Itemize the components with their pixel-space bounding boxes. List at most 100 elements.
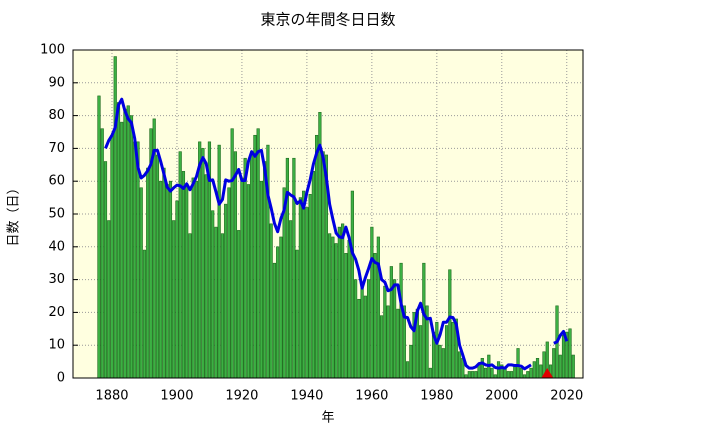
bar: [253, 134, 257, 379]
y-tick-label: 10: [48, 338, 65, 353]
x-tick-label: 1880: [95, 389, 128, 404]
bar: [535, 358, 540, 379]
bar: [532, 361, 536, 379]
y-tick-label: 30: [48, 272, 65, 287]
bar: [243, 157, 247, 379]
bar: [100, 128, 104, 379]
bar: [136, 141, 140, 379]
bar: [552, 348, 556, 379]
bar: [558, 354, 562, 379]
bar: [172, 220, 176, 379]
bar: [370, 226, 374, 379]
bar: [107, 220, 111, 379]
bar: [292, 157, 296, 379]
bar: [483, 367, 488, 379]
y-tick-label: 100: [40, 43, 65, 58]
bar: [367, 279, 371, 379]
bar: [123, 108, 127, 379]
bar: [405, 361, 410, 379]
bar: [276, 246, 280, 379]
bar: [490, 367, 494, 379]
bar: [129, 115, 134, 379]
bar: [142, 249, 147, 379]
bar: [337, 226, 341, 379]
bar: [191, 177, 195, 379]
bar: [272, 262, 277, 379]
bar: [457, 351, 462, 379]
bar: [279, 236, 283, 379]
bar: [438, 344, 442, 379]
bar: [146, 167, 150, 379]
bar: [165, 184, 169, 379]
bar: [435, 321, 439, 379]
y-tick-label: 40: [48, 239, 65, 254]
bar: [289, 220, 293, 379]
bar: [185, 184, 189, 379]
bar: [509, 371, 514, 379]
bar: [441, 348, 445, 379]
bar: [194, 180, 199, 379]
bar: [259, 180, 264, 379]
bar: [110, 134, 114, 379]
bar: [529, 367, 533, 379]
bar: [302, 190, 306, 379]
bar: [392, 279, 397, 379]
bar: [428, 367, 432, 379]
bar: [315, 134, 319, 379]
bar: [389, 266, 393, 379]
bar: [168, 180, 173, 379]
bar: [250, 151, 254, 379]
bar: [350, 190, 354, 379]
bar: [379, 315, 384, 379]
x-tick-label: 2020: [550, 389, 583, 404]
bar: [214, 226, 218, 379]
bar: [409, 344, 413, 379]
bar: [474, 371, 478, 379]
bar: [354, 279, 358, 379]
marker: [541, 368, 554, 378]
bar: [198, 141, 202, 379]
bar: [181, 171, 186, 379]
x-tick-label: 1900: [160, 389, 193, 404]
bar: [311, 171, 315, 379]
bar: [201, 148, 205, 379]
bar: [103, 161, 108, 379]
bar: [175, 200, 179, 379]
y-tick-label: 60: [48, 174, 65, 189]
bar: [386, 305, 390, 379]
bar: [422, 262, 426, 379]
bar: [97, 95, 101, 379]
bar: [470, 371, 475, 379]
bar: [133, 141, 137, 379]
bar: [321, 151, 325, 379]
bar: [217, 144, 221, 379]
bar: [113, 56, 117, 379]
y-tick-label: 70: [48, 141, 65, 156]
bar: [256, 128, 260, 379]
bar: [477, 364, 481, 379]
bar: [539, 364, 543, 379]
y-axis-label: 日数（日）: [7, 181, 22, 246]
bar: [344, 253, 348, 379]
chart-title: 東京の年間冬日日数: [260, 11, 395, 29]
x-tick-label: 1960: [355, 389, 388, 404]
bar: [334, 243, 338, 379]
bar: [162, 167, 166, 379]
bar: [526, 371, 530, 379]
bar: [237, 230, 241, 379]
bar: [263, 161, 267, 379]
line: [104, 97, 569, 371]
bar: [568, 328, 572, 379]
bar: [383, 285, 387, 379]
bar: [230, 128, 234, 379]
bar: [376, 236, 380, 379]
bar: [506, 371, 510, 379]
bar: [295, 249, 299, 379]
y-tick-label: 80: [48, 108, 65, 123]
bar: [155, 154, 160, 379]
bar: [204, 174, 208, 379]
x-tick-label: 1920: [225, 389, 258, 404]
bar: [519, 367, 523, 379]
bar: [246, 184, 251, 379]
